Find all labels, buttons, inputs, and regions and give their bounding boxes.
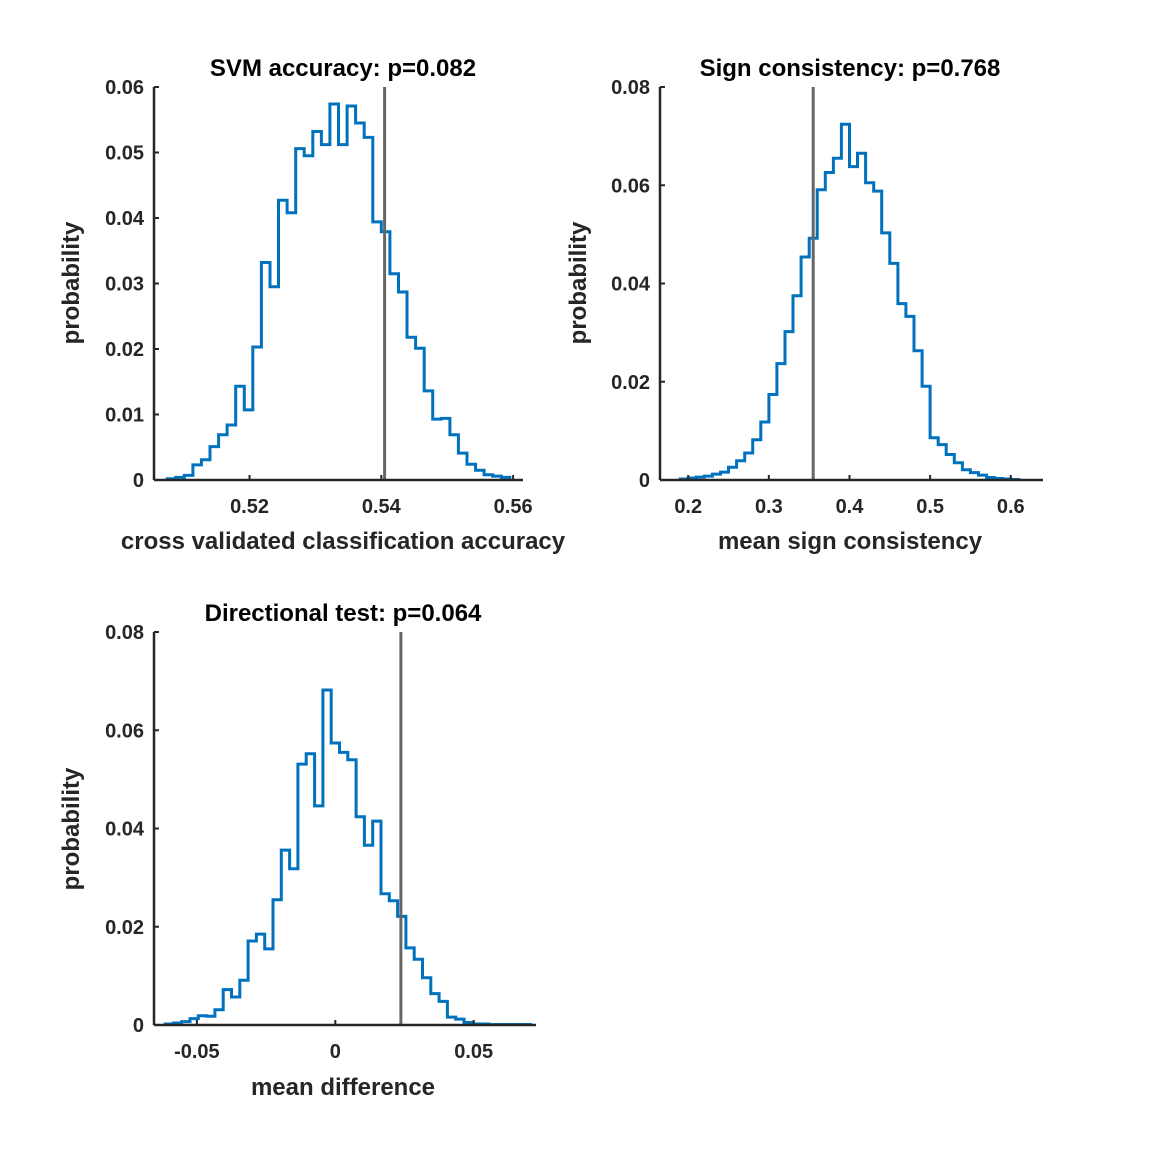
y-tick-label: 0.08: [611, 77, 650, 99]
y-tick-label: 0.05: [105, 143, 144, 165]
x-tick-label: 0.54: [362, 496, 402, 518]
x-axis-label: mean sign consistency: [718, 528, 983, 555]
x-tick-label: 0.52: [230, 496, 269, 518]
y-tick-label: 0.01: [105, 405, 144, 427]
y-tick-label: 0: [133, 470, 144, 492]
x-axis-label: mean difference: [251, 1074, 435, 1101]
panel-sign-consistency: Sign consistency: p=0.768 mean sign cons…: [565, 55, 1043, 555]
y-tick-label: 0.02: [611, 372, 650, 394]
y-tick-label: 0.02: [105, 339, 144, 361]
histogram-series: [678, 122, 1021, 481]
panel-svm-accuracy: SVM accuracy: p=0.082 cross validated cl…: [58, 55, 566, 555]
x-tick-label: 0: [330, 1041, 341, 1063]
chart-title: Sign consistency: p=0.768: [700, 55, 1001, 82]
y-axis-label: probability: [58, 221, 85, 344]
y-tick-label: 0.03: [105, 274, 144, 296]
x-tick-label: 0.4: [836, 496, 865, 518]
y-tick-label: 0.04: [611, 274, 651, 296]
y-tick-label: 0.04: [105, 208, 145, 230]
x-tick-label: 0.6: [997, 496, 1025, 518]
y-tick-label: 0: [133, 1015, 144, 1037]
x-tick-label: 0.3: [755, 496, 783, 518]
x-tick-label: 0.56: [494, 496, 533, 518]
panel-directional-test: Directional test: p=0.064 mean differenc…: [58, 600, 536, 1101]
chart-title: SVM accuracy: p=0.082: [210, 55, 476, 82]
y-axis-label: probability: [58, 767, 85, 890]
x-tick-label: 0.05: [454, 1041, 493, 1063]
histogram-series: [163, 688, 532, 1026]
x-tick-label: 0.5: [916, 496, 944, 518]
chart-title: Directional test: p=0.064: [205, 600, 482, 627]
y-tick-label: 0.06: [611, 175, 650, 197]
x-axis-label: cross validated classification accuracy: [121, 528, 566, 555]
histogram-series: [165, 102, 512, 481]
x-tick-label: -0.05: [174, 1041, 220, 1063]
x-tick-label: 0.2: [674, 496, 702, 518]
y-tick-label: 0.06: [105, 720, 144, 742]
y-tick-label: 0.02: [105, 917, 144, 939]
y-tick-label: 0.08: [105, 622, 144, 644]
y-axis-label: probability: [565, 221, 592, 344]
y-tick-label: 0.04: [105, 819, 145, 841]
y-tick-label: 0: [639, 470, 650, 492]
y-tick-label: 0.06: [105, 77, 144, 99]
